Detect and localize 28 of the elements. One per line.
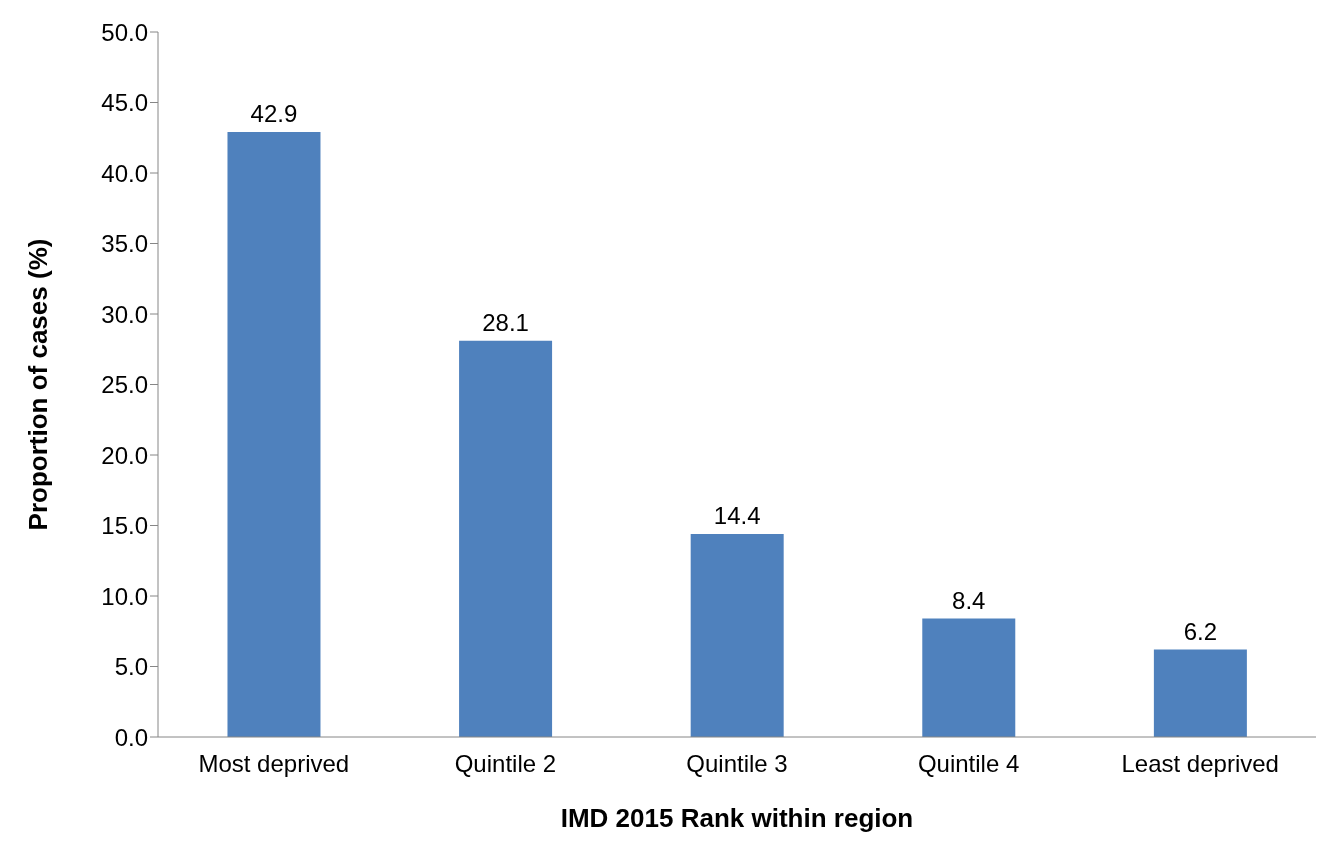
data-label: 6.2 bbox=[1183, 617, 1218, 645]
x-tick-label: Quintile 4 bbox=[917, 750, 1020, 778]
bar bbox=[1153, 649, 1247, 737]
bar bbox=[690, 533, 784, 737]
y-tick-label: 25.0 bbox=[101, 371, 148, 399]
data-label: 28.1 bbox=[482, 308, 529, 336]
y-tick-label: 30.0 bbox=[101, 300, 148, 328]
y-tick-label: 10.0 bbox=[101, 582, 148, 610]
data-label: 14.4 bbox=[713, 501, 761, 529]
data-label: 42.9 bbox=[250, 100, 298, 128]
y-tick-label: 40.0 bbox=[101, 159, 148, 187]
bar bbox=[459, 340, 553, 737]
y-tick-label: 35.0 bbox=[101, 230, 148, 258]
y-tick-label: 45.0 bbox=[101, 89, 148, 117]
y-tick-label: 0.0 bbox=[114, 723, 148, 751]
y-tick-label: 50.0 bbox=[101, 18, 148, 46]
y-tick-label: 20.0 bbox=[101, 441, 148, 469]
y-axis-title: Proportion of cases (%) bbox=[23, 238, 54, 531]
data-label: 8.4 bbox=[952, 586, 986, 614]
bar bbox=[922, 618, 1016, 737]
x-axis-title: IMD 2015 Rank within region bbox=[560, 803, 914, 834]
x-tick-label: Least deprived bbox=[1121, 750, 1279, 778]
y-tick-label: 15.0 bbox=[101, 512, 148, 540]
x-tick-label: Quintile 3 bbox=[686, 750, 788, 778]
y-tick-label: 5.0 bbox=[114, 653, 148, 681]
x-tick-label: Quintile 2 bbox=[454, 750, 557, 778]
bar bbox=[227, 132, 321, 737]
x-tick-label: Most deprived bbox=[198, 750, 350, 778]
